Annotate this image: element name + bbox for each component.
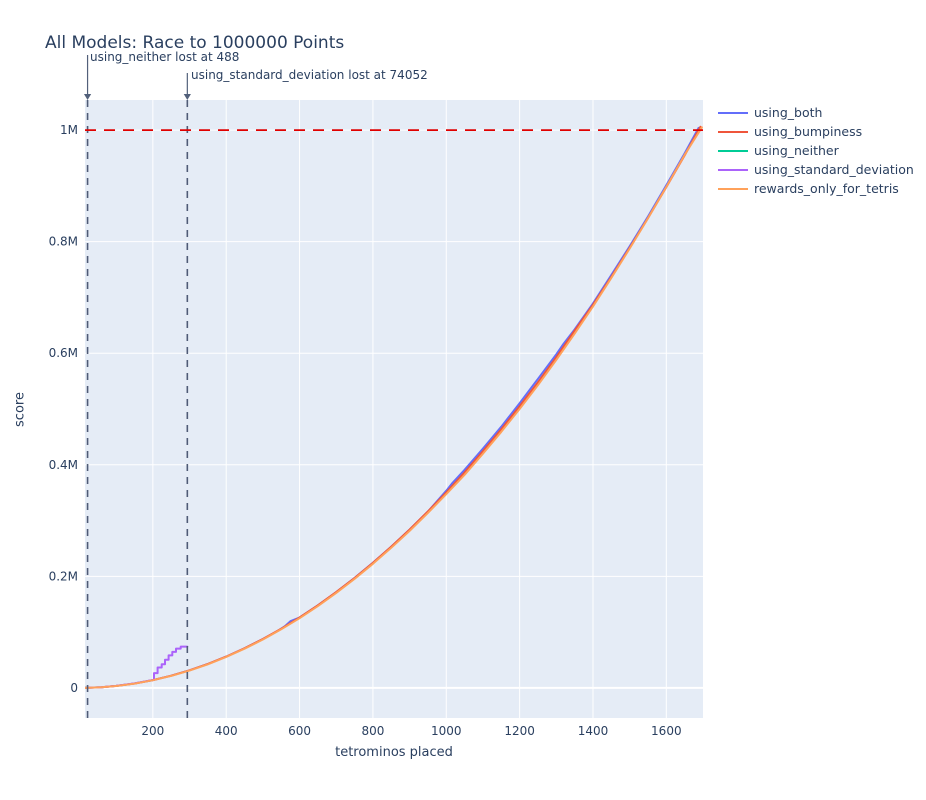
x-tick-label: 1600 xyxy=(651,724,682,738)
legend-line-swatch xyxy=(718,187,748,190)
y-tick-label: 0.8M xyxy=(49,235,78,249)
legend-item-label: using_bumpiness xyxy=(754,124,863,139)
plot-area[interactable] xyxy=(85,100,703,718)
x-tick-label: 200 xyxy=(141,724,164,738)
legend-item-using_bumpiness[interactable]: using_bumpiness xyxy=(718,122,914,141)
legend-item-label: rewards_only_for_tetris xyxy=(754,181,899,196)
legend-line-swatch xyxy=(718,111,748,114)
chart-title: All Models: Race to 1000000 Points xyxy=(45,33,345,53)
annotation-arrowhead-icon xyxy=(183,94,191,100)
legend-item-using_both[interactable]: using_both xyxy=(718,103,914,122)
y-tick-label: 0.6M xyxy=(49,346,78,360)
legend-item-using_standard_deviation[interactable]: using_standard_deviation xyxy=(718,160,914,179)
legend-line-swatch xyxy=(718,130,748,133)
x-tick-label: 400 xyxy=(215,724,238,738)
y-tick-label: 0.2M xyxy=(49,569,78,583)
annotation-using-neither-lost: using_neither lost at 488 xyxy=(90,50,240,64)
annotation-using-standard-deviation-lost: using_standard_deviation lost at 74052 xyxy=(191,68,428,82)
y-tick-label: 0 xyxy=(70,681,78,695)
legend-line-swatch xyxy=(718,149,748,152)
annotation-arrows xyxy=(83,55,191,100)
x-tick-label: 1400 xyxy=(578,724,609,738)
x-tick-label: 600 xyxy=(288,724,311,738)
annotation-arrowhead-icon xyxy=(83,94,92,100)
legend-line-swatch xyxy=(718,168,748,171)
legend-item-label: using_both xyxy=(754,105,823,120)
legend-item-label: using_standard_deviation xyxy=(754,162,914,177)
x-tick-label: 1000 xyxy=(431,724,462,738)
y-tick-label: 0.4M xyxy=(49,458,78,472)
legend-item-label: using_neither xyxy=(754,143,839,158)
y-tick-label: 1M xyxy=(60,123,78,137)
series-lines xyxy=(85,125,703,689)
legend-item-rewards_only_for_tetris[interactable]: rewards_only_for_tetris xyxy=(718,179,914,198)
reference-lines xyxy=(85,100,703,718)
series-line-rewards_only_for_tetris xyxy=(85,126,703,689)
x-tick-label: 1200 xyxy=(504,724,535,738)
x-axis-title: tetrominos placed xyxy=(335,745,453,760)
legend-item-using_neither[interactable]: using_neither xyxy=(718,141,914,160)
x-tick-label: 800 xyxy=(361,724,384,738)
axis-tick-labels: 200 400 600 800 1000 1200 1400 1600 0 0.2M 0.4M 0.6… xyxy=(49,123,682,738)
